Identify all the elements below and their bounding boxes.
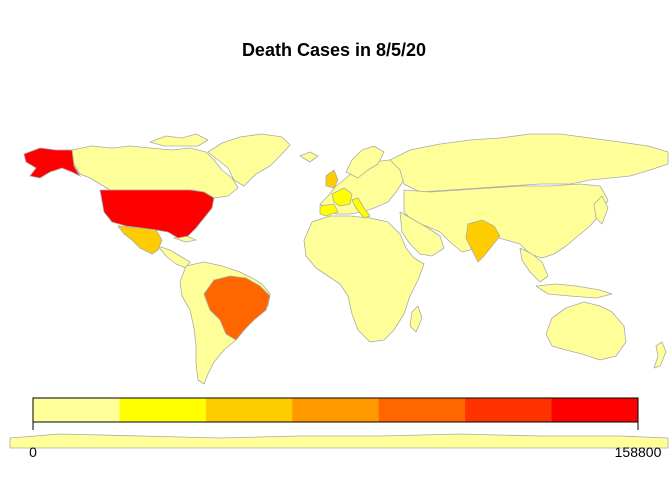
region-southeast-asia [519, 247, 549, 283]
region-france [331, 187, 353, 207]
region-japan [593, 195, 609, 225]
region-africa [303, 215, 425, 343]
region-canada [71, 145, 239, 199]
legend-swatch [292, 398, 380, 422]
region-mexico [117, 225, 163, 255]
region-middle-east [399, 211, 445, 257]
region-united-states [99, 189, 215, 239]
region-asia [403, 183, 609, 259]
legend-swatch [378, 398, 466, 422]
region-united-kingdom [325, 169, 339, 189]
region-new-zealand [653, 341, 667, 369]
legend-frame [32, 397, 639, 423]
region-central-america [157, 245, 191, 269]
map-title: Death Cases in 8/5/20 [242, 40, 426, 60]
region-australia [545, 301, 627, 361]
region-brazil [203, 275, 271, 341]
landmasses [9, 133, 669, 449]
region-greenland [207, 133, 291, 187]
legend-min-label: 0 [29, 444, 37, 460]
region-russia [389, 133, 669, 193]
region-india [465, 219, 501, 263]
region-madagascar [409, 305, 423, 333]
highlighted-regions [23, 147, 501, 341]
region-italy [351, 197, 371, 219]
legend-swatch [205, 398, 293, 422]
color-legend [32, 397, 639, 430]
region-iceland [299, 151, 319, 163]
region-alaska [23, 147, 82, 179]
region-indonesia [535, 283, 613, 299]
legend-swatch [551, 398, 639, 422]
region-arctic-islands [149, 133, 209, 147]
legend-swatch [33, 398, 120, 422]
region-antarctica [9, 433, 669, 449]
region-spain [319, 203, 339, 217]
legend-swatch [465, 398, 553, 422]
legend-swatch [119, 398, 207, 422]
legend-max-label: 158800 [615, 444, 662, 460]
region-scandinavia [345, 145, 385, 179]
